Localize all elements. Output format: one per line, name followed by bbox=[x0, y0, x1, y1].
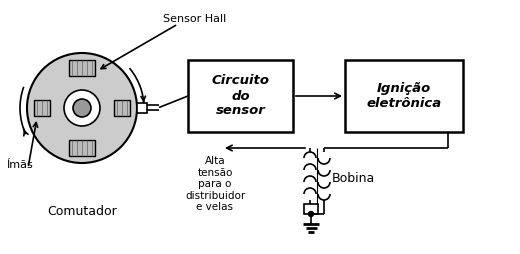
Text: Ignição
eletrônica: Ignição eletrônica bbox=[367, 82, 441, 110]
Bar bbox=[34, 100, 50, 116]
Text: Sensor Hall: Sensor Hall bbox=[163, 14, 227, 24]
Bar bbox=[304, 204, 318, 214]
Bar bbox=[114, 100, 130, 116]
Circle shape bbox=[73, 99, 91, 117]
Circle shape bbox=[64, 90, 100, 126]
Bar bbox=[345, 60, 463, 132]
Circle shape bbox=[27, 53, 137, 163]
Bar bbox=[137, 103, 147, 113]
Text: Alta
tensão
para o
distribuidor
e velas: Alta tensão para o distribuidor e velas bbox=[185, 156, 245, 212]
Bar bbox=[69, 140, 95, 156]
Text: Comutador: Comutador bbox=[47, 205, 117, 218]
Text: Circuito
do
sensor: Circuito do sensor bbox=[212, 74, 269, 118]
Bar bbox=[188, 60, 293, 132]
Circle shape bbox=[308, 212, 314, 216]
Text: Ímãs: Ímãs bbox=[6, 160, 33, 170]
Bar bbox=[69, 60, 95, 76]
Text: Bobina: Bobina bbox=[332, 171, 375, 184]
